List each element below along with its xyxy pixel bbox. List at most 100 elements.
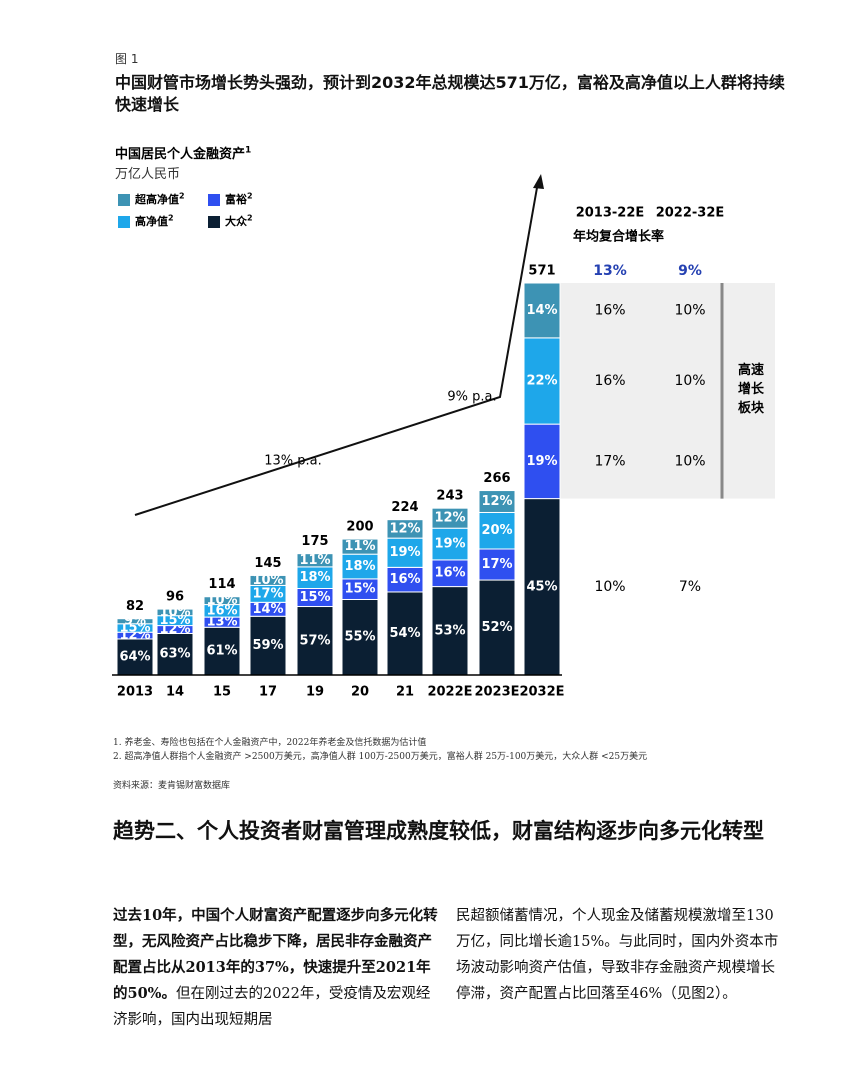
segment-label: 16% <box>434 566 465 581</box>
segment-label: 57% <box>299 633 330 648</box>
cagr-value: 10% <box>674 302 705 318</box>
cagr-value: 17% <box>594 453 625 469</box>
bar-segment <box>386 537 424 568</box>
segment-label: 10% <box>159 605 190 620</box>
bar-segment <box>478 511 516 550</box>
segment-label: 12% <box>481 494 512 509</box>
total-label: 175 <box>301 534 328 549</box>
segment-label: 63% <box>159 647 190 662</box>
figure-title: 中国财管市场增长势头强劲，预计到2032年总规模达571万亿，富裕及高净值以上人… <box>115 73 785 114</box>
x-tick-label: 14 <box>166 685 184 700</box>
bar-segment <box>341 538 379 555</box>
arrow-head <box>533 174 544 189</box>
segment-label: 15% <box>344 582 375 597</box>
segment-label: 15% <box>299 590 330 605</box>
chart: 64%12%15%9%82201363%12%15%10%961461%13%1… <box>112 174 775 700</box>
total-label: 243 <box>436 489 463 504</box>
cagr-total: 9% <box>678 263 702 279</box>
x-tick-label: 17 <box>259 685 277 700</box>
legend-swatch <box>208 216 220 228</box>
cagr-value: 7% <box>679 579 701 595</box>
legend-text: 大众 <box>225 215 247 228</box>
x-tick-label: 2023E <box>474 685 519 700</box>
segment-label: 20% <box>481 523 512 538</box>
legend-swatch <box>118 194 130 206</box>
total-label: 266 <box>483 471 510 486</box>
legend-text: 超高净值 <box>135 193 179 206</box>
group-label: 高速增长板块 <box>737 362 764 416</box>
body-text: 但在刚过去的2022年，受疫情及宏观经济影响，国内出现短期居 <box>113 986 431 1028</box>
unit: 万亿人民币 <box>115 167 181 182</box>
x-tick-label: 15 <box>213 685 231 700</box>
section-heading: 趋势二、个人投资者财富管理成熟度较低，财富结构逐步向多元化转型 <box>113 818 764 843</box>
note: 1 <box>245 145 252 156</box>
cagr-total: 13% <box>593 263 627 279</box>
segment-label: 16% <box>389 572 420 587</box>
legend-label: 大众2 <box>225 213 253 229</box>
total-label: 96 <box>166 590 184 605</box>
cagr-column: 2022-32E <box>656 206 725 221</box>
annotation: 13% p.a. <box>264 454 322 469</box>
x-tick-label: 20 <box>351 685 369 700</box>
bar-segment <box>296 553 334 568</box>
body-bold: 过去10年，中国个人财富资产配置逐步向多元化转型，无风险资产占比稳步下降，居民非… <box>113 907 438 1002</box>
bar-segment <box>431 507 469 529</box>
segment-label: 14% <box>252 602 283 617</box>
legend-label: 富裕2 <box>225 191 253 207</box>
total-label: 571 <box>528 264 555 279</box>
bar-segment <box>523 498 561 676</box>
segment-label: 13% <box>206 615 237 630</box>
bar-segment <box>431 559 469 588</box>
footnotes: 1. 养老金、寿险也包括在个人金融资产中，2022年养老金及信托数据为估计值 2… <box>113 736 813 764</box>
segment-label: 9% <box>124 614 146 629</box>
highlight-band <box>560 283 775 499</box>
segment-label: 64% <box>119 649 150 664</box>
footnote: 1. 养老金、寿险也包括在个人金融资产中，2022年养老金及信托数据为估计值 <box>113 738 427 748</box>
segment-label: 55% <box>344 630 375 645</box>
segment-label: 15% <box>159 613 190 628</box>
cagr-caption: 年均复合增长率 <box>573 229 664 245</box>
segment-label: 19% <box>526 454 557 469</box>
segment-label: 10% <box>252 573 283 588</box>
segment-label: 19% <box>389 545 420 560</box>
body-left: 过去10年，中国个人财富资产配置逐步向多元化转型，无风险资产占比稳步下降，居民非… <box>113 903 441 1033</box>
cagr-column: 2013-22E <box>576 206 645 221</box>
x-tick-label: 2013 <box>117 685 153 700</box>
segment-label: 52% <box>481 620 512 635</box>
cagr-value: 10% <box>674 373 705 389</box>
growth-arrow <box>134 181 539 516</box>
segment-label: 19% <box>434 537 465 552</box>
segment-label: 12% <box>389 521 420 536</box>
bar-segment <box>341 598 379 676</box>
note: 2 <box>179 191 185 201</box>
segment-label: 45% <box>526 579 557 594</box>
chart-title: 中国居民个人金融资产1 <box>115 143 251 162</box>
note: 2 <box>168 213 174 223</box>
annotation: 9% p.a. <box>447 390 496 405</box>
segment-label: 11% <box>344 539 375 554</box>
segment-label: 53% <box>434 623 465 638</box>
bar-segment <box>478 490 516 513</box>
segment-label: 11% <box>299 553 330 568</box>
total-label: 114 <box>208 577 235 592</box>
bar-segment <box>523 337 561 425</box>
x-tick-label: 21 <box>396 685 414 700</box>
body-right: 民超额储蓄情况，个人现金及储蓄规模激增至130万亿，同比增长逾15%。与此同时，… <box>456 908 779 1002</box>
segment-label: 17% <box>252 586 283 601</box>
footnote: 2. 超高净值人群指个人金融资产 >2500万美元，高净值人群 100万-250… <box>113 752 648 762</box>
segment-label: 17% <box>481 557 512 572</box>
cagr-value: 10% <box>674 453 705 469</box>
chart-title-text: 中国居民个人金融资产 <box>115 147 246 162</box>
note: 2 <box>247 191 253 201</box>
segment-label: 18% <box>344 559 375 574</box>
figure-label: 图 1 <box>115 52 139 66</box>
total-label: 224 <box>391 500 418 515</box>
segment-label: 18% <box>299 570 330 585</box>
segment-label: 61% <box>206 644 237 659</box>
total-label: 145 <box>254 556 281 571</box>
bar-segment <box>478 579 516 676</box>
legend-text: 高净值 <box>135 215 168 228</box>
bar-segment <box>156 608 194 617</box>
segment-label: 54% <box>389 626 420 641</box>
